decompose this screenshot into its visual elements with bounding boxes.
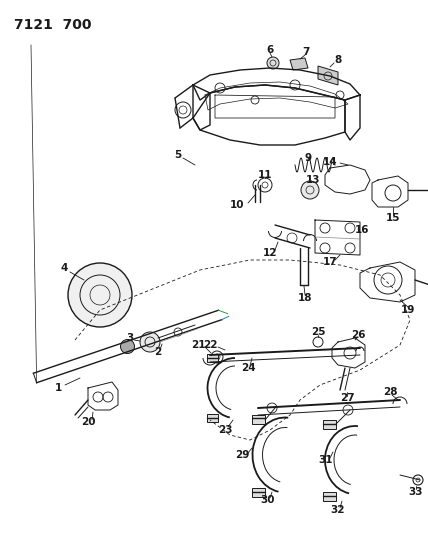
Text: 13: 13 bbox=[306, 175, 320, 185]
Polygon shape bbox=[252, 415, 265, 424]
Text: 4: 4 bbox=[60, 263, 68, 273]
Text: 1: 1 bbox=[54, 383, 62, 393]
Polygon shape bbox=[252, 488, 265, 497]
Text: 24: 24 bbox=[241, 363, 256, 373]
Circle shape bbox=[301, 181, 319, 199]
Text: 17: 17 bbox=[323, 257, 337, 267]
Text: 6: 6 bbox=[266, 45, 273, 55]
Text: 14: 14 bbox=[323, 157, 337, 167]
Text: 7: 7 bbox=[302, 47, 310, 57]
Text: 20: 20 bbox=[81, 417, 95, 427]
Circle shape bbox=[267, 57, 279, 69]
Text: 31: 31 bbox=[319, 455, 333, 465]
Text: 12: 12 bbox=[263, 248, 277, 258]
Circle shape bbox=[140, 332, 160, 352]
Text: 27: 27 bbox=[340, 393, 354, 403]
Text: 2: 2 bbox=[155, 347, 162, 357]
Text: 7121  700: 7121 700 bbox=[14, 18, 92, 32]
Text: 5: 5 bbox=[174, 150, 181, 160]
Polygon shape bbox=[323, 420, 336, 429]
Text: 11: 11 bbox=[258, 170, 272, 180]
Polygon shape bbox=[290, 58, 308, 70]
Text: 9: 9 bbox=[304, 153, 312, 163]
Text: 8: 8 bbox=[334, 55, 342, 65]
Text: 25: 25 bbox=[311, 327, 325, 337]
Text: 10: 10 bbox=[230, 200, 244, 210]
Polygon shape bbox=[318, 66, 338, 85]
Text: 32: 32 bbox=[331, 505, 345, 515]
Polygon shape bbox=[207, 354, 218, 362]
Text: 18: 18 bbox=[298, 293, 312, 303]
Circle shape bbox=[121, 340, 134, 353]
Polygon shape bbox=[207, 414, 218, 422]
Text: 23: 23 bbox=[218, 425, 232, 435]
Text: 19: 19 bbox=[401, 305, 415, 315]
Text: 33: 33 bbox=[409, 487, 423, 497]
Circle shape bbox=[68, 263, 132, 327]
Text: 29: 29 bbox=[235, 450, 249, 460]
Polygon shape bbox=[323, 492, 336, 501]
Text: 30: 30 bbox=[261, 495, 275, 505]
Text: 28: 28 bbox=[383, 387, 397, 397]
Text: 26: 26 bbox=[351, 330, 365, 340]
Text: 16: 16 bbox=[355, 225, 369, 235]
Text: 21: 21 bbox=[191, 340, 205, 350]
Text: 22: 22 bbox=[203, 340, 217, 350]
Text: 15: 15 bbox=[386, 213, 400, 223]
Text: 3: 3 bbox=[126, 333, 134, 343]
